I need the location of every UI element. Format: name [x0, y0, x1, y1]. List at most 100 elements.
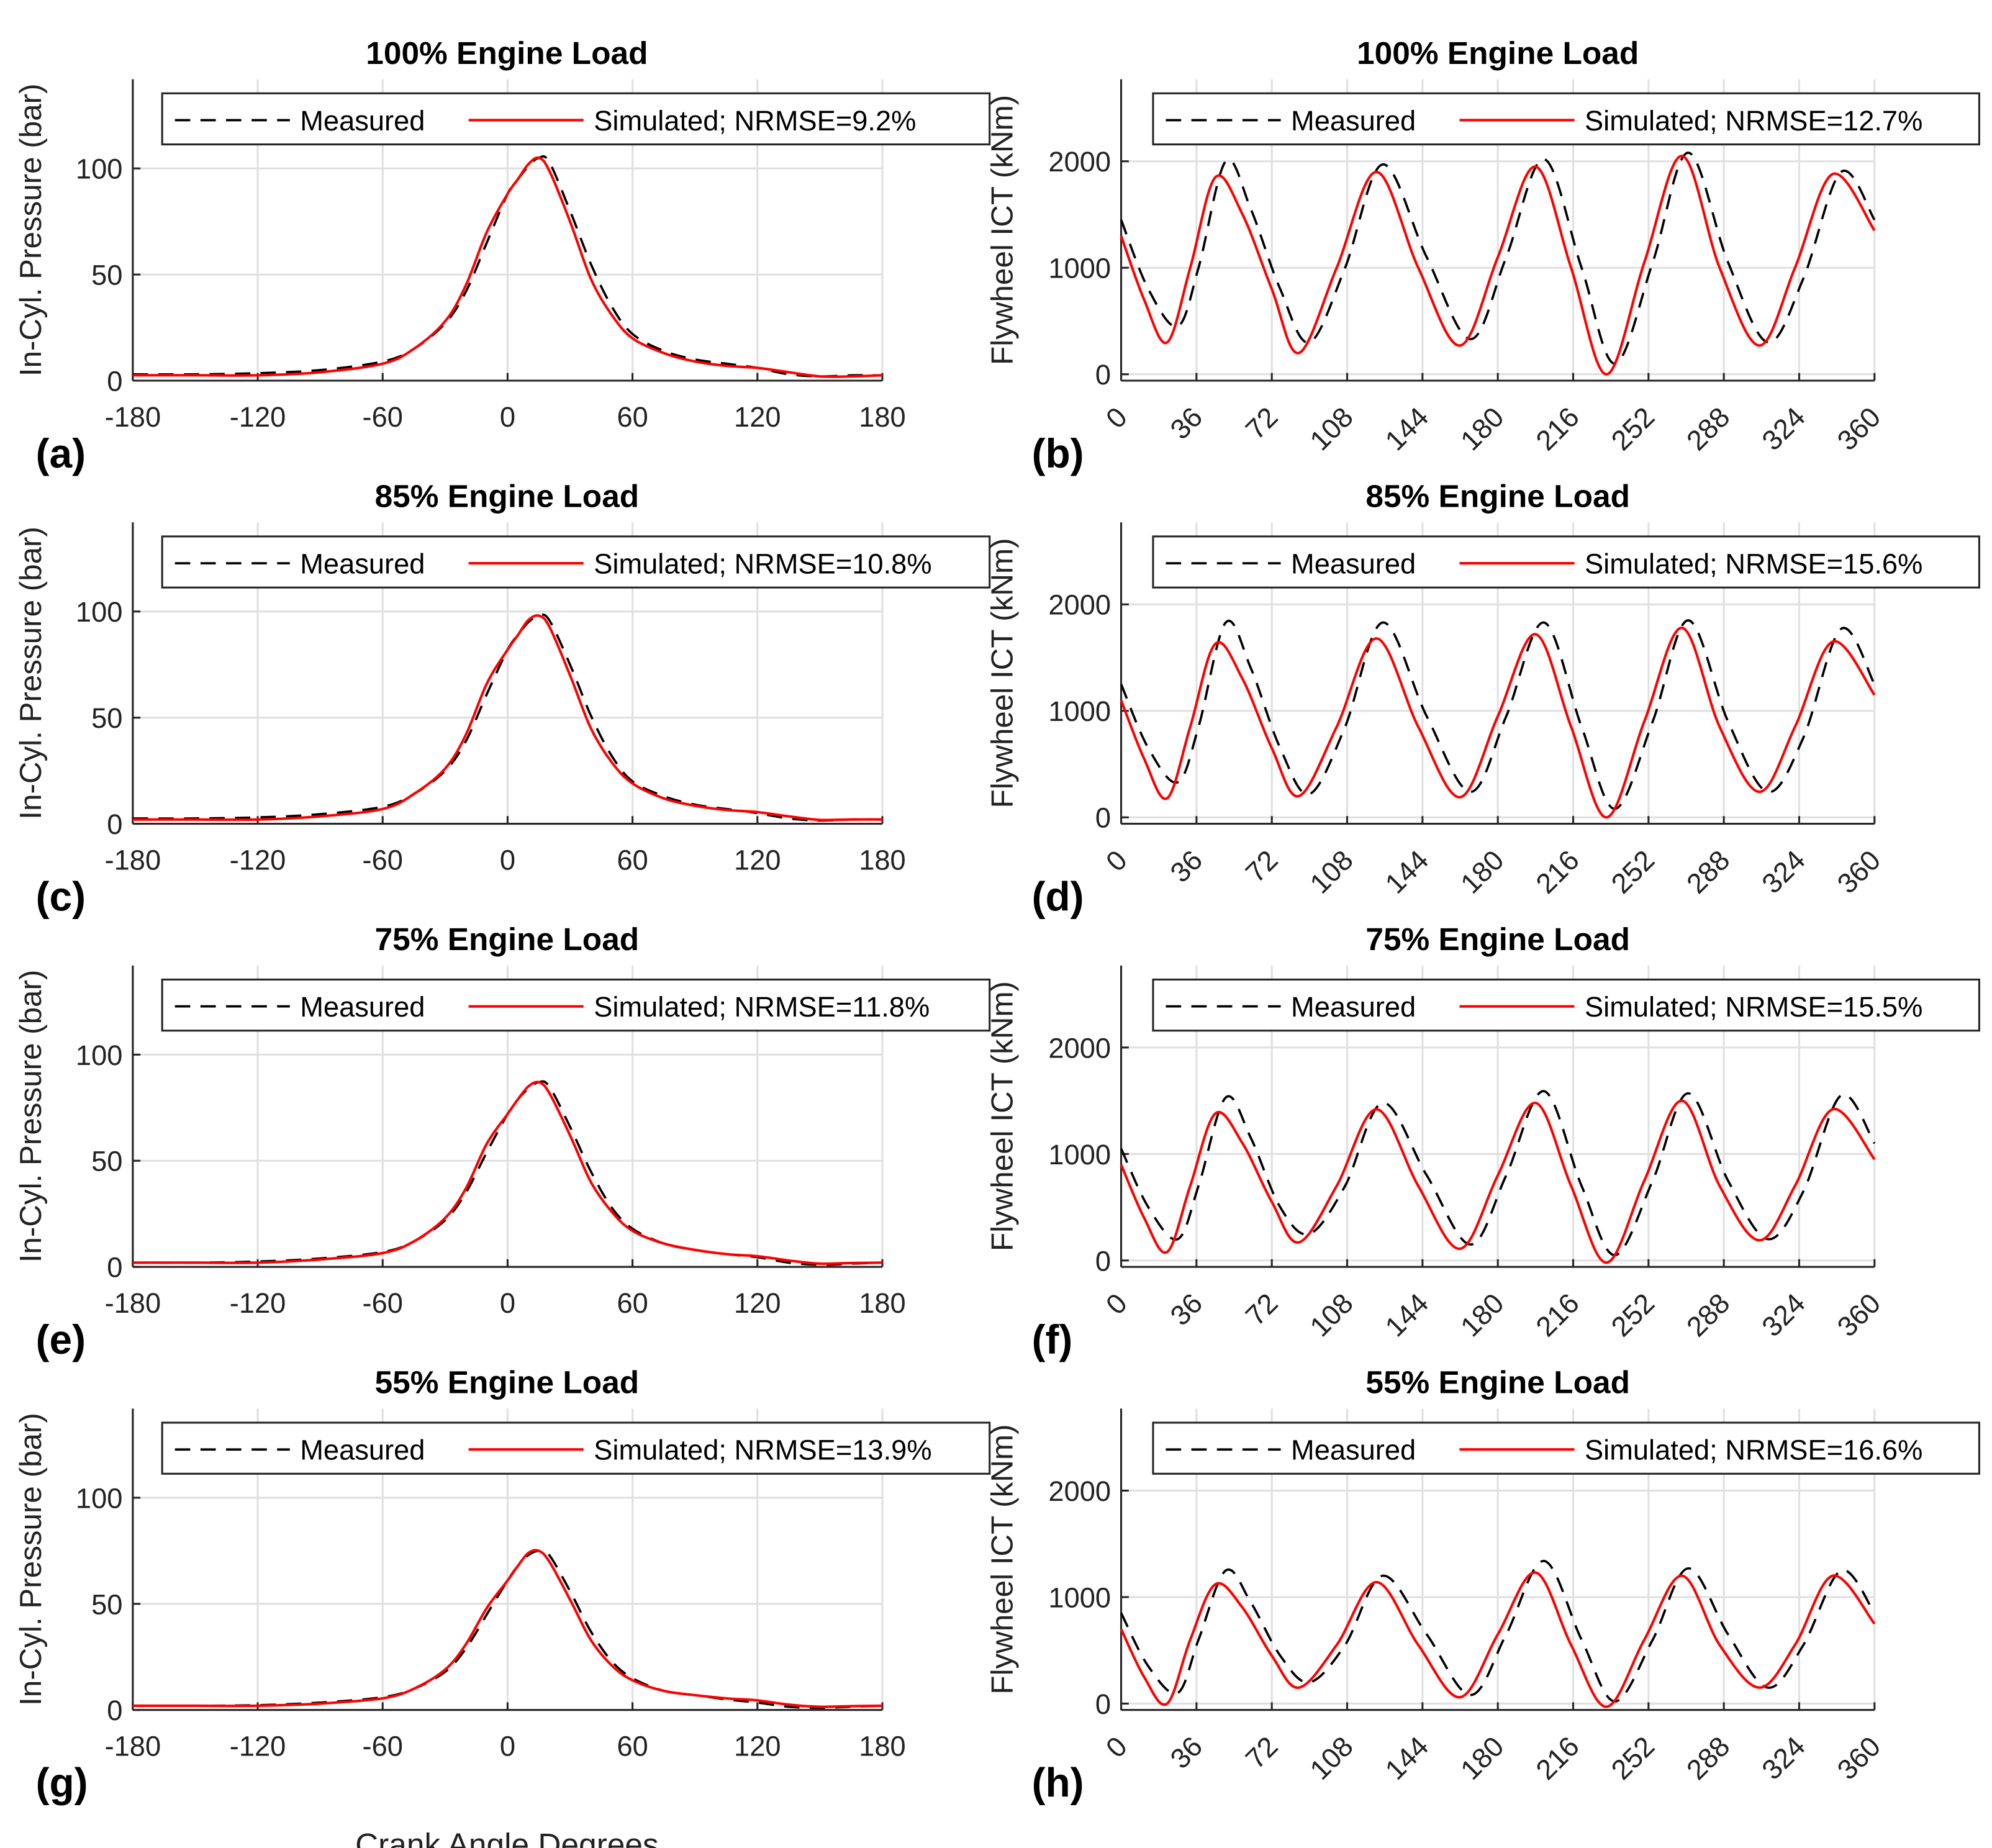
- x-tick-label: -180: [105, 845, 161, 876]
- x-tick-label: 288: [1680, 844, 1736, 899]
- panel-letter: (b): [1032, 430, 1084, 476]
- x-tick-label: 120: [734, 845, 781, 876]
- x-tick-label: 120: [734, 1287, 781, 1319]
- series-line-simulated: [1120, 1099, 1876, 1264]
- series-line-measured: [1120, 619, 1876, 810]
- chart-panel-b: 0 36 72 108 144 180 216 252 288 324 360 0 1000 2000 10…: [985, 35, 1980, 476]
- x-tick-label: 0: [500, 1731, 515, 1762]
- y-tick-label: 2000: [1048, 146, 1111, 178]
- legend-label-simulated: Simulated; NRMSE=11.8%: [594, 991, 930, 1023]
- x-tick-label: 60: [617, 1287, 648, 1319]
- legend-label-simulated: Simulated; NRMSE=15.5%: [1585, 991, 1922, 1023]
- series-line-simulated: [1120, 1571, 1876, 1708]
- panel-letter: (d): [1032, 873, 1084, 919]
- legend-label-measured: Measured: [1291, 548, 1416, 580]
- panel-letter: (a): [36, 430, 86, 476]
- x-tick-label: 72: [1239, 1287, 1284, 1332]
- panel-letter: (h): [1032, 1760, 1084, 1806]
- y-tick-label: 50: [91, 702, 122, 734]
- chart-title: 100% Engine Load: [366, 35, 648, 71]
- x-tick-label: 0: [500, 1287, 515, 1319]
- legend-label-measured: Measured: [1291, 991, 1416, 1023]
- x-tick-label: 324: [1755, 1287, 1811, 1343]
- x-tick-label: 180: [1454, 844, 1510, 899]
- x-tick-label: 216: [1529, 844, 1585, 899]
- series-line-measured: [1120, 1559, 1876, 1703]
- x-tick-label: 144: [1379, 844, 1434, 899]
- y-axis-label: In-Cyl. Pressure (bar): [14, 84, 48, 377]
- y-tick-label: 100: [76, 596, 122, 628]
- chart-title: 85% Engine Load: [1365, 478, 1630, 514]
- legend: Measured Simulated; NRMSE=16.6%: [1152, 1421, 1980, 1475]
- x-tick-label: 216: [1529, 1287, 1585, 1343]
- y-axis-label: In-Cyl. Pressure (bar): [14, 527, 48, 820]
- x-tick-label: 72: [1239, 1730, 1284, 1775]
- x-tick-label: 36: [1164, 1730, 1209, 1775]
- x-tick-label: 288: [1680, 1287, 1736, 1343]
- chart-panel-g: -180 -120 -60 0 60 120 180 0 50 100 55% Engine Loa…: [14, 1364, 991, 1848]
- panel-letter: (c): [36, 873, 86, 919]
- x-tick-label: 252: [1605, 1730, 1660, 1785]
- x-tick-label: 144: [1379, 1287, 1434, 1343]
- y-tick-label: 0: [107, 365, 122, 397]
- x-tick-label: 180: [859, 1287, 905, 1319]
- chart-panel-e: -180 -120 -60 0 60 120 180 0 50 100 75% Engine Loa…: [14, 921, 991, 1362]
- x-tick-label: 120: [734, 401, 781, 433]
- x-tick-label: -120: [230, 1731, 286, 1762]
- series-line-simulated: [132, 1080, 882, 1266]
- chart-title: 75% Engine Load: [375, 921, 640, 957]
- x-tick-label: 36: [1164, 1287, 1209, 1332]
- y-tick-label: 100: [76, 1482, 122, 1514]
- panel-letter: (e): [36, 1316, 86, 1362]
- x-tick-label: 252: [1605, 401, 1660, 456]
- x-tick-label: 252: [1605, 844, 1660, 899]
- y-tick-label: 0: [107, 1252, 122, 1284]
- x-tick-label: -60: [363, 1731, 403, 1762]
- x-tick-label: 108: [1303, 844, 1359, 899]
- y-tick-label: 0: [1095, 359, 1111, 391]
- x-tick-label: 108: [1303, 1287, 1359, 1343]
- x-tick-label: 360: [1831, 401, 1886, 456]
- legend: Measured Simulated; NRMSE=15.6%: [1152, 535, 1980, 589]
- legend-label-simulated: Simulated; NRMSE=16.6%: [1585, 1434, 1922, 1466]
- y-tick-label: 0: [1095, 1688, 1111, 1720]
- series-line-measured: [1120, 1090, 1876, 1257]
- panel-letter: (g): [36, 1760, 88, 1806]
- y-tick-label: 0: [1095, 1245, 1111, 1277]
- legend-box: [1152, 535, 1980, 589]
- y-tick-label: 100: [76, 1040, 122, 1071]
- x-tick-label: 0: [500, 401, 515, 433]
- series-line-simulated: [1120, 155, 1876, 376]
- legend-label-simulated: Simulated; NRMSE=9.2%: [594, 105, 916, 137]
- x-tick-label: -60: [363, 845, 403, 876]
- x-tick-label: 72: [1239, 401, 1284, 446]
- x-axis-label: Crank Angle Degrees: [355, 1826, 659, 1848]
- x-tick-label: -180: [105, 1287, 161, 1319]
- legend: Measured Simulated; NRMSE=12.7%: [1152, 92, 1980, 146]
- legend-label-simulated: Simulated; NRMSE=13.9%: [594, 1434, 931, 1466]
- x-tick-label: 216: [1529, 401, 1585, 456]
- x-tick-label: -60: [363, 1287, 403, 1319]
- x-tick-label: 144: [1379, 401, 1434, 456]
- chart-title: 85% Engine Load: [375, 478, 640, 514]
- y-tick-label: 50: [91, 1146, 122, 1177]
- x-tick-label: -120: [230, 1287, 286, 1319]
- panel-letter: (f): [1032, 1316, 1073, 1362]
- y-tick-label: 2000: [1048, 589, 1111, 621]
- legend-label-simulated: Simulated; NRMSE=10.8%: [594, 548, 931, 580]
- y-tick-label: 1000: [1048, 1139, 1111, 1171]
- x-tick-label: 0: [500, 845, 515, 876]
- x-tick-label: 324: [1755, 1730, 1811, 1785]
- x-tick-label: 60: [617, 1731, 648, 1762]
- legend-label-measured: Measured: [300, 105, 425, 137]
- legend-label-measured: Measured: [300, 548, 425, 580]
- x-tick-label: 360: [1831, 1730, 1886, 1785]
- y-axis-label: Flywheel ICT (kNm): [985, 538, 1020, 808]
- x-tick-label: 180: [1454, 1730, 1510, 1785]
- x-tick-label: 324: [1755, 401, 1811, 456]
- y-tick-label: 1000: [1048, 253, 1111, 284]
- x-tick-label: 72: [1239, 844, 1284, 889]
- x-tick-label: 252: [1605, 1287, 1660, 1343]
- x-tick-label: 60: [617, 401, 648, 433]
- x-tick-label: 108: [1303, 401, 1359, 456]
